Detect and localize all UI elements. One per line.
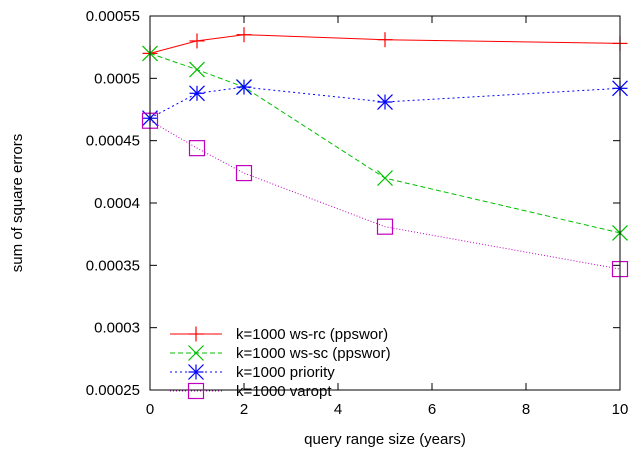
legend: k=1000 ws-rc (ppswor) k=1000 ws-sc (ppswo… [170,326,391,400]
data-point-marker [377,94,393,110]
legend-label: k=1000 priority [236,364,335,381]
y-tick-label: 0.0005 [94,70,140,87]
series-1 [142,27,628,61]
data-point-marker [189,85,205,102]
x-tick-label: 2 [240,401,248,418]
data-point-marker [377,170,393,186]
y-axis-ticks: 0.00025 0.0003 0.00035 0.0004 0.00045 0.0005 0… [86,8,620,399]
y-axis-title: sum of square errors [9,134,26,272]
x-tick-label: 10 [612,401,629,418]
legend-marker [188,326,204,342]
plot-frame [149,15,621,391]
series-4 [141,112,629,278]
legend-entry: k=1000 priority [170,364,335,381]
y-tick-label: 0.0004 [94,195,140,212]
series-line [149,52,621,234]
x-tick-label: 0 [146,401,154,418]
y-tick-label: 0.0003 [94,320,140,337]
legend-entry: k=1000 ws-rc (ppswor) [170,326,388,343]
legend-label: k=1000 varopt [236,383,332,400]
legend-entry: k=1000 varopt [170,382,332,400]
data-point-marker [236,27,252,43]
data-point-marker [189,33,205,49]
series-line [149,120,621,270]
legend-label: k=1000 ws-sc (ppswor) [236,345,391,362]
x-tick-label: 6 [428,401,436,418]
x-tick-label: 8 [522,401,530,418]
x-tick-label: 4 [334,401,342,418]
series-3 [142,79,628,127]
legend-label: k=1000 ws-rc (ppswor) [236,326,388,343]
y-tick-label: 0.00035 [86,257,140,274]
series-2 [142,45,628,241]
y-tick-label: 0.00055 [86,8,140,25]
legend-marker [188,345,204,361]
data-point-marker [376,218,394,235]
data-point-marker [377,32,393,48]
data-point-marker [188,140,206,157]
legend-entry: k=1000 ws-sc (ppswor) [170,345,391,362]
y-tick-label: 0.00025 [86,382,140,399]
data-point-marker [235,164,253,182]
legend-marker [187,382,205,400]
series-layer [141,27,629,278]
y-tick-label: 0.00045 [86,133,140,150]
data-point-marker [189,61,205,78]
legend-marker [188,364,204,380]
x-axis-title: query range size (years) [304,431,466,448]
data-point-marker [236,79,252,95]
